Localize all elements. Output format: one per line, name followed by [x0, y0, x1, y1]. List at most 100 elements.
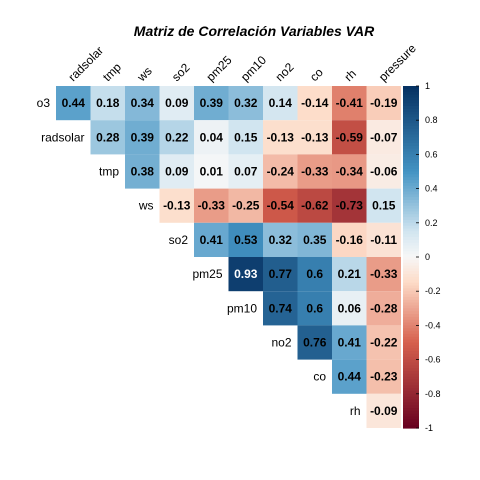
- colorbar-segment: [403, 322, 419, 326]
- colorbar-segment: [403, 219, 419, 224]
- colorbar-segment: [403, 180, 419, 184]
- cell-value-label: -0.14: [301, 96, 329, 110]
- colorbar-segment: [403, 305, 419, 309]
- colorbar-segment: [403, 402, 419, 406]
- column-label: co: [307, 65, 326, 84]
- cell-value-label: 0.41: [200, 233, 224, 247]
- colorbar-segment: [403, 408, 419, 412]
- colorbar-segment: [403, 388, 419, 392]
- colorbar-segment: [403, 251, 419, 255]
- colorbar-segment: [403, 325, 419, 329]
- colorbar-segment: [403, 268, 419, 272]
- heatmap-cell: [263, 222, 298, 257]
- colorbar-segment: [403, 308, 419, 312]
- colorbar-segment: [403, 182, 419, 187]
- cell-value-label: -0.13: [301, 130, 329, 144]
- colorbar-segment: [403, 202, 419, 207]
- colorbar-segment: [403, 390, 419, 395]
- colorbar-segment: [403, 302, 419, 307]
- colorbar-tick-label: -1: [425, 423, 433, 433]
- row-labels: o3 radsolar tmp ws so2 pm25 pm10 no2 co rh: [37, 96, 361, 418]
- heatmap-cell: [297, 222, 332, 257]
- heatmap-cell: [297, 86, 332, 121]
- heatmap-cell: [159, 188, 194, 223]
- colorbar-segment: [403, 342, 419, 346]
- row-label: so2: [169, 233, 189, 247]
- colorbar-segment: [403, 368, 419, 372]
- cell-value-label: 0.39: [200, 96, 224, 110]
- colorbar-segment: [403, 171, 419, 175]
- colorbar-segment: [403, 154, 419, 158]
- colorbar-segment: [403, 185, 419, 190]
- cell-value-label: 0.04: [200, 130, 224, 144]
- colorbar-segment: [403, 371, 419, 375]
- cell-value-label: 0.14: [269, 96, 293, 110]
- colorbar-segment: [403, 319, 419, 324]
- column-label: rh: [341, 67, 358, 84]
- chart-title: Matriz de Correlación Variables VAR: [134, 23, 375, 39]
- cell-value-label: -0.33: [198, 199, 226, 213]
- cell-value-label: 0.44: [62, 96, 86, 110]
- colorbar-segment: [403, 231, 419, 235]
- colorbar-segment: [403, 94, 419, 98]
- colorbar-segment: [403, 237, 419, 241]
- colorbar-segment: [403, 100, 419, 104]
- colorbar-segment: [403, 234, 419, 238]
- column-label: no2: [272, 60, 296, 84]
- heatmap-cell: [228, 257, 263, 292]
- cell-value-label: 0.32: [234, 96, 258, 110]
- heatmap-cell: [332, 359, 367, 394]
- colorbar-segment: [403, 222, 419, 227]
- colorbar-segment: [403, 128, 419, 133]
- colorbar-segment: [403, 214, 419, 218]
- heatmap-cell: [228, 120, 263, 155]
- colorbar-tick-label: -0.6: [425, 355, 441, 365]
- heatmap-cell: [297, 257, 332, 292]
- colorbar-segment: [403, 257, 419, 261]
- colorbar-segment: [403, 168, 419, 173]
- heatmap-cell: [90, 86, 125, 121]
- cell-value-label: -0.16: [336, 233, 364, 247]
- colorbar-segment: [403, 271, 419, 275]
- heatmap-cell: [297, 120, 332, 155]
- colorbar-segment: [403, 103, 419, 107]
- cell-value-label: -0.22: [370, 336, 398, 350]
- colorbar-segment: [403, 379, 419, 383]
- colorbar-tick-label: 0.8: [425, 115, 438, 125]
- colorbar-segment: [403, 131, 419, 136]
- cell-value-label: -0.34: [336, 165, 364, 179]
- colorbar-segment: [403, 88, 419, 93]
- heatmap-cell: [332, 154, 367, 189]
- heatmap-cell: [194, 154, 229, 189]
- cell-value-label: 0.06: [338, 301, 362, 315]
- colorbar-segment: [403, 405, 419, 409]
- cell-value-label: 0.28: [96, 130, 120, 144]
- heatmap-cell: [263, 291, 298, 326]
- colorbar-segment: [403, 160, 419, 164]
- heatmap-cell: [297, 325, 332, 360]
- colorbar-segment: [403, 345, 419, 349]
- colorbar-segment: [403, 148, 419, 153]
- colorbar-segment: [403, 174, 419, 178]
- heatmap-cell: [125, 154, 160, 189]
- heatmap-cell: [194, 86, 229, 121]
- heatmap-cell: [263, 154, 298, 189]
- heatmap-cell: [332, 86, 367, 121]
- colorbar-segment: [403, 410, 419, 415]
- cell-value-label: 0.39: [131, 130, 155, 144]
- colorbar-tick-label: -0.4: [425, 320, 441, 330]
- colorbar-tick-label: 0.6: [425, 149, 438, 159]
- heatmap-cell: [297, 154, 332, 189]
- colorbar-segment: [403, 111, 419, 116]
- cell-value-label: 0.41: [338, 336, 362, 350]
- colorbar-segment: [403, 259, 419, 264]
- colorbar-segment: [403, 396, 419, 401]
- colorbar-segment: [403, 242, 419, 247]
- cell-value-label: 0.6: [306, 301, 323, 315]
- row-label: pm25: [192, 267, 222, 281]
- heatmap-cell: [332, 325, 367, 360]
- heatmap-cell: [297, 291, 332, 326]
- colorbar-segment: [403, 314, 419, 318]
- cell-value-label: -0.59: [336, 130, 364, 144]
